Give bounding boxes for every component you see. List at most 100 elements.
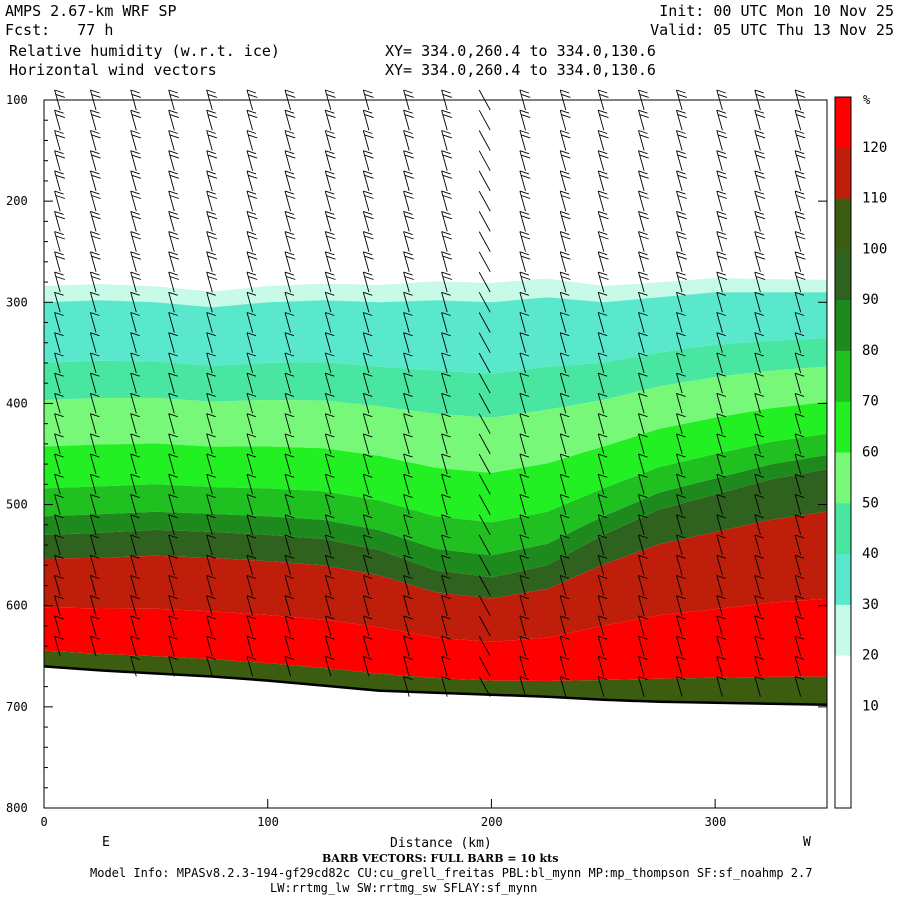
- barb-flag: [560, 170, 570, 175]
- barb-flag: [248, 255, 258, 260]
- barb-staff: [754, 231, 761, 252]
- barb-flag: [560, 655, 570, 660]
- barb-staff: [519, 393, 526, 414]
- barb-flag: [364, 174, 374, 179]
- barb-column: [403, 89, 414, 697]
- barb-flag: [796, 195, 806, 199]
- barb-flag: [521, 114, 531, 119]
- barb-flag: [519, 352, 530, 357]
- barb-flag: [755, 215, 766, 220]
- barb-flag: [561, 154, 571, 159]
- barb-staff: [754, 433, 761, 455]
- barb-flag: [599, 235, 609, 240]
- barb-column: [794, 89, 806, 697]
- barb-column: [246, 89, 258, 677]
- barb-staff: [362, 433, 370, 455]
- barb-flag: [794, 575, 805, 579]
- barb-flag: [755, 114, 766, 119]
- barb-flag: [403, 473, 413, 478]
- barb-staff: [168, 575, 175, 596]
- barb-staff: [89, 474, 97, 495]
- barb-flag: [246, 190, 257, 195]
- barb-staff: [284, 595, 292, 616]
- barb-flag: [441, 676, 451, 681]
- barb-staff: [362, 453, 370, 475]
- barb-flag: [598, 676, 608, 681]
- barb-flag: [207, 114, 218, 119]
- barb-flag: [677, 154, 687, 159]
- barb-flag: [130, 554, 140, 559]
- barb-flag: [284, 89, 295, 94]
- barb-staff: [794, 676, 802, 697]
- barb-flag: [676, 332, 686, 337]
- barb-staff: [794, 373, 802, 394]
- barb-flag: [54, 332, 64, 337]
- barb-staff: [716, 292, 723, 313]
- y-tick-label: 800: [6, 801, 28, 815]
- barb-staff: [794, 150, 802, 171]
- barb-staff: [89, 555, 97, 576]
- barb-staff: [754, 170, 761, 192]
- barb-flag: [206, 109, 216, 114]
- barb-flag: [560, 433, 570, 438]
- barb-staff: [441, 190, 448, 212]
- barb-flag: [284, 595, 295, 600]
- barb-flag: [519, 473, 530, 478]
- barb-flag: [754, 170, 764, 175]
- barb-flag: [403, 271, 413, 276]
- barb-staff: [716, 595, 723, 616]
- colorbar-level-label: 40: [862, 546, 879, 562]
- colorbar-level-label: 10: [862, 698, 879, 714]
- barb-flag: [90, 473, 100, 478]
- barb-flag: [363, 130, 373, 134]
- barb-flag: [206, 575, 216, 579]
- y-tick-label: 200: [6, 194, 28, 208]
- barb-flag: [754, 676, 764, 681]
- barb-staff: [54, 453, 61, 475]
- barb-flag: [246, 251, 257, 256]
- barb-flag: [598, 89, 608, 94]
- barb-staff: [519, 190, 526, 212]
- barb-flag: [676, 615, 686, 620]
- barb-staff: [89, 494, 97, 515]
- barb-flag: [286, 195, 296, 199]
- terrain-line: [43, 665, 828, 707]
- barb-flag: [130, 332, 140, 337]
- barb-staff: [130, 413, 137, 434]
- barb-staff: [206, 271, 213, 293]
- barb-flag: [754, 89, 764, 94]
- barb-flag: [519, 413, 530, 418]
- barb-flag: [599, 215, 609, 220]
- barb-flag: [676, 231, 686, 236]
- barb-flag: [284, 514, 295, 519]
- barb-staff: [519, 312, 526, 333]
- barb-flag: [91, 276, 101, 280]
- barb-flag: [599, 276, 609, 280]
- barb-staff: [362, 413, 370, 434]
- barb-flag: [130, 575, 140, 579]
- barb-flag: [131, 93, 142, 98]
- barb-staff: [794, 636, 802, 657]
- barb-staff: [597, 110, 605, 131]
- barb-staff: [754, 494, 761, 515]
- barb-staff: [246, 636, 254, 657]
- barb-staff: [284, 170, 292, 192]
- barb-flag: [598, 554, 608, 559]
- barb-staff: [676, 292, 683, 313]
- barb-flag: [519, 372, 530, 377]
- barb-staff: [403, 332, 410, 353]
- barb-staff: [676, 413, 683, 434]
- colorbar-swatch: [835, 706, 851, 758]
- barb-staff: [89, 332, 97, 353]
- barb-flag: [325, 514, 335, 519]
- barb-flag: [90, 372, 100, 377]
- axes-layer: 100 200 300 400 500 600 700 800 0 100 200 300: [6, 93, 828, 829]
- barb-staff: [130, 271, 137, 293]
- barb-staff: [54, 352, 61, 374]
- barb-staff: [246, 514, 254, 535]
- barb-flag: [403, 372, 413, 377]
- barb-staff: [676, 555, 683, 576]
- barb-staff: [130, 534, 137, 556]
- barb-flag: [246, 453, 257, 458]
- barb-staff: [324, 190, 332, 212]
